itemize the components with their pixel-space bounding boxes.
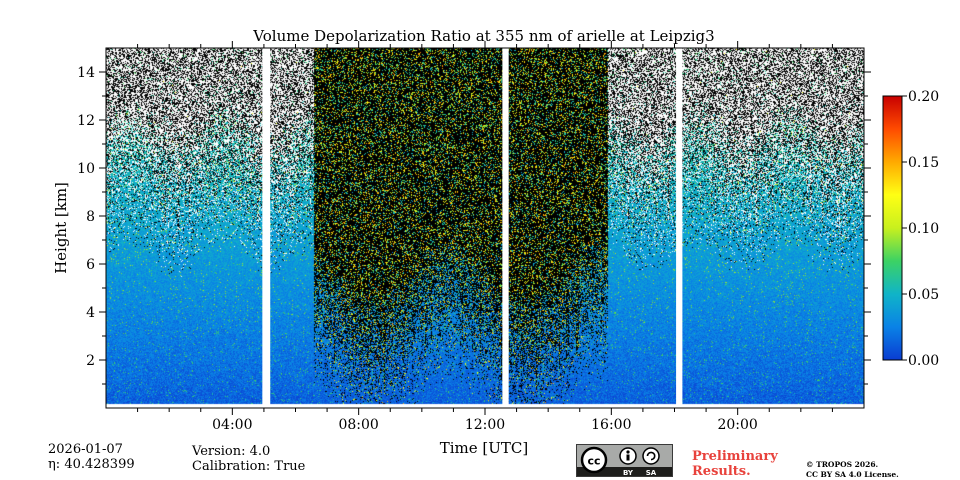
y-tick-label: 10 (77, 161, 95, 177)
x-tick-label: 16:00 (591, 417, 631, 433)
by-person-head (626, 450, 630, 454)
cc-logo-text: cc (587, 455, 600, 468)
x-tick-label: 08:00 (338, 417, 378, 433)
colorbar-tick-label: 0.20 (908, 89, 939, 105)
y-axis: 2 4 6 8 10 12 14 (77, 65, 871, 385)
eta-text: η: 40.428399 (48, 457, 135, 472)
preliminary-line1: Preliminary (692, 449, 778, 464)
colorbar (882, 95, 903, 361)
colorbar-axis: 0.00 0.05 0.10 0.15 0.20 (902, 89, 939, 369)
cc-license-badge: cc BY SA (576, 444, 673, 477)
copyright-line1: © TROPOS 2026. (806, 460, 879, 469)
calibration-text: Calibration: True (192, 459, 306, 474)
eta-label: η: (48, 457, 65, 472)
colorbar-tick-label: 0.15 (908, 155, 939, 171)
date-text: 2026-01-07 (48, 442, 123, 457)
preliminary-line2: Results. (692, 464, 751, 479)
by-person-body (626, 454, 630, 461)
chart-title: Volume Depolarization Ratio at 355 nm of… (252, 27, 714, 45)
x-axis-label: Time [UTC] (440, 439, 529, 457)
colorbar-tick-label: 0.10 (908, 221, 939, 237)
y-tick-label: 4 (86, 305, 95, 321)
y-tick-label: 14 (77, 65, 95, 81)
sa-arrow-icon (642, 447, 660, 465)
copyright-note: © TROPOS 2026. CC BY SA 4.0 License. (806, 460, 899, 480)
info-version-block: Version: 4.0 Calibration: True (192, 444, 305, 474)
y-tick-label: 2 (86, 353, 95, 369)
y-tick-label: 8 (86, 209, 95, 225)
data-gap (502, 48, 509, 408)
colorbar-tick-label: 0.00 (908, 353, 939, 369)
x-tick-label: 12:00 (465, 417, 505, 433)
colorbar-tick-label: 0.05 (908, 287, 939, 303)
by-label: BY (623, 469, 634, 477)
x-tick-label: 04:00 (212, 417, 252, 433)
y-tick-label: 6 (86, 257, 95, 273)
y-tick-label: 12 (77, 113, 95, 129)
info-date-block: 2026-01-07 η: 40.428399 (48, 442, 135, 472)
eta-value: 40.428399 (64, 457, 135, 472)
sa-arrow-path (646, 451, 656, 461)
copyright-line2: CC BY SA 4.0 License. (806, 470, 899, 479)
sa-label: SA (646, 469, 657, 477)
data-gap (262, 48, 271, 408)
data-gaps (262, 48, 683, 408)
x-axis: 04:00 08:00 12:00 16:00 20:00 (137, 41, 833, 433)
y-axis-label: Height [km] (52, 182, 70, 274)
version-text: Version: 4.0 (192, 444, 271, 459)
cc-logo-icon (580, 446, 608, 474)
cc-badge-bar (577, 467, 672, 476)
data-gap (676, 48, 683, 408)
depolarization-heatmap (106, 48, 864, 408)
preliminary-results-note: Preliminary Results. (692, 449, 778, 479)
cc-badge-graphic: cc BY SA (580, 446, 660, 477)
x-tick-label: 20:00 (717, 417, 757, 433)
